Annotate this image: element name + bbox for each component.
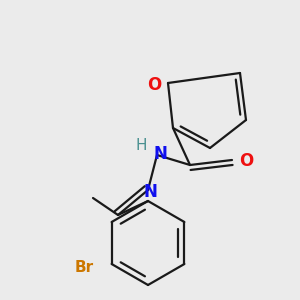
Text: O: O [239,152,253,170]
Text: N: N [153,145,167,163]
Text: O: O [147,76,161,94]
Text: H: H [135,137,147,152]
Text: N: N [143,183,157,201]
Text: Br: Br [74,260,94,274]
